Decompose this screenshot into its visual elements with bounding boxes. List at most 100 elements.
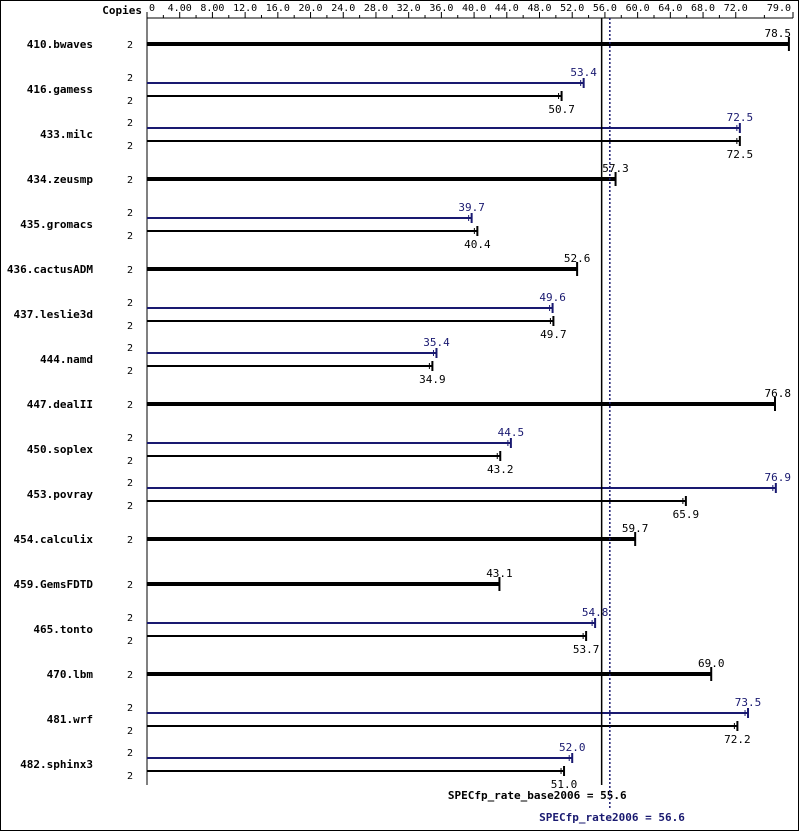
base-value-label: 57.3 (602, 162, 629, 175)
benchmark-label: 454.calculix (14, 533, 94, 546)
peak-value-label: 53.4 (570, 66, 597, 79)
benchmark-label: 447.dealII (27, 398, 93, 411)
base-copies: 2 (127, 175, 133, 186)
base-value-label: 43.2 (487, 463, 514, 476)
base-copies: 2 (127, 771, 133, 782)
peak-value-label: 54.8 (582, 606, 609, 619)
peak-copies: 2 (127, 298, 133, 309)
benchmark-label: 482.sphinx3 (20, 758, 93, 771)
peak-copies: 2 (127, 433, 133, 444)
x-tick-label: 60.0 (626, 3, 650, 14)
base-copies: 2 (127, 726, 133, 737)
benchmark-row: 444.namd 2 2 35.4 34.9 (40, 336, 450, 386)
benchmark-row: 481.wrf 2 2 73.5 72.2 (47, 696, 762, 746)
peak-copies: 2 (127, 73, 133, 84)
x-tick-label: 4.00 (168, 3, 192, 14)
benchmark-row: 410.bwaves 2 78.5 (27, 27, 791, 51)
x-tick-label: 79.0 (767, 3, 791, 14)
peak-copies: 2 (127, 343, 133, 354)
base-value-label: 43.1 (486, 567, 513, 580)
reference-lines: SPECfp_rate_base2006 = 55.6 SPECfp_rate20… (448, 18, 685, 824)
base-copies: 2 (127, 501, 133, 512)
peak-copies: 2 (127, 118, 133, 129)
benchmark-label: 435.gromacs (20, 218, 93, 231)
base-value-label: 50.7 (548, 103, 575, 116)
peak-value-label: 76.9 (765, 471, 792, 484)
base-copies: 2 (127, 535, 133, 546)
x-tick-label: 48.0 (527, 3, 551, 14)
benchmark-row: 453.povray 2 2 76.9 65.9 (27, 471, 791, 521)
benchmark-label: 410.bwaves (27, 38, 93, 51)
benchmark-label: 416.gamess (27, 83, 93, 96)
peak-value-label: 44.5 (498, 426, 525, 439)
x-tick-label: 16.0 (266, 3, 290, 14)
benchmark-row: 434.zeusmp 2 57.3 (27, 162, 629, 186)
base-value-label: 34.9 (419, 373, 446, 386)
benchmark-label: 436.cactusADM (7, 263, 93, 276)
peak-copies: 2 (127, 208, 133, 219)
benchmark-row: 459.GemsFDTD 2 43.1 (14, 567, 513, 591)
peak-value-label: 72.5 (727, 111, 754, 124)
base-copies: 2 (127, 265, 133, 276)
benchmark-label: 459.GemsFDTD (14, 578, 94, 591)
benchmark-label: 453.povray (27, 488, 94, 501)
peak-copies: 2 (127, 748, 133, 759)
base-copies: 2 (127, 231, 133, 242)
base-value-label: 51.0 (551, 778, 578, 791)
peak-copies: 2 (127, 613, 133, 624)
benchmark-label: 465.tonto (33, 623, 93, 636)
peak-value-label: 73.5 (735, 696, 762, 709)
base-value-label: 59.7 (622, 522, 649, 535)
base-copies: 2 (127, 366, 133, 377)
x-tick-label: 52.0 (560, 3, 584, 14)
benchmark-row: 465.tonto 2 2 54.8 53.7 (33, 606, 608, 656)
base-copies: 2 (127, 40, 133, 51)
base-value-label: 52.6 (564, 252, 591, 265)
benchmark-row: 435.gromacs 2 2 39.7 40.4 (20, 201, 491, 251)
x-tick-label: 20.0 (298, 3, 322, 14)
base-value-label: 69.0 (698, 657, 725, 670)
benchmark-label: 434.zeusmp (27, 173, 94, 186)
peak-value-label: 39.7 (458, 201, 485, 214)
benchmark-label: 444.namd (40, 353, 93, 366)
peak-copies: 2 (127, 703, 133, 714)
benchmark-label: 481.wrf (47, 713, 93, 726)
benchmark-row: 436.cactusADM 2 52.6 (7, 252, 590, 276)
x-tick-label: 8.00 (200, 3, 224, 14)
x-axis-ticks: 0 4.00 8.00 12.0 16.0 20.0 24.0 28.0 32.0 36.0 40.… (146, 3, 794, 18)
benchmark-label: 470.lbm (47, 668, 94, 681)
peak-copies: 2 (127, 478, 133, 489)
x-tick-label: 24.0 (331, 3, 355, 14)
benchmark-row: 437.leslie3d 2 2 49.6 49.7 (14, 291, 567, 341)
base-value-label: 72.2 (724, 733, 751, 746)
peak-reference-label: SPECfp_rate2006 = 56.6 (539, 811, 685, 824)
benchmark-row: 470.lbm 2 69.0 (47, 657, 725, 681)
benchmark-row: 450.soplex 2 2 44.5 43.2 (27, 426, 524, 476)
benchmark-row: 416.gamess 2 2 53.4 50.7 (27, 66, 598, 116)
base-copies: 2 (127, 96, 133, 107)
x-tick-label: 40.0 (462, 3, 486, 14)
x-tick-label: 28.0 (364, 3, 388, 14)
x-tick-label: 32.0 (397, 3, 421, 14)
benchmark-label: 433.milc (40, 128, 93, 141)
base-value-label: 49.7 (540, 328, 567, 341)
base-value-label: 65.9 (673, 508, 700, 521)
x-tick-label: 68.0 (691, 3, 715, 14)
benchmark-row: 433.milc 2 2 72.5 72.5 (40, 111, 753, 161)
x-tick-label: 36.0 (429, 3, 453, 14)
base-copies: 2 (127, 141, 133, 152)
peak-value-label: 49.6 (539, 291, 566, 304)
base-value-label: 40.4 (464, 238, 491, 251)
benchmark-row: 482.sphinx3 2 2 52.0 51.0 (20, 741, 585, 791)
base-reference-label: SPECfp_rate_base2006 = 55.6 (448, 789, 627, 802)
benchmark-row: 447.dealII 2 76.8 (27, 387, 791, 411)
base-value-label: 53.7 (573, 643, 600, 656)
base-copies: 2 (127, 456, 133, 467)
peak-value-label: 35.4 (423, 336, 450, 349)
benchmark-rows: 410.bwaves 278.5416.gamess2253.450.7433.m… (7, 27, 791, 791)
x-tick-label: 72.0 (724, 3, 748, 14)
base-copies: 2 (127, 636, 133, 647)
